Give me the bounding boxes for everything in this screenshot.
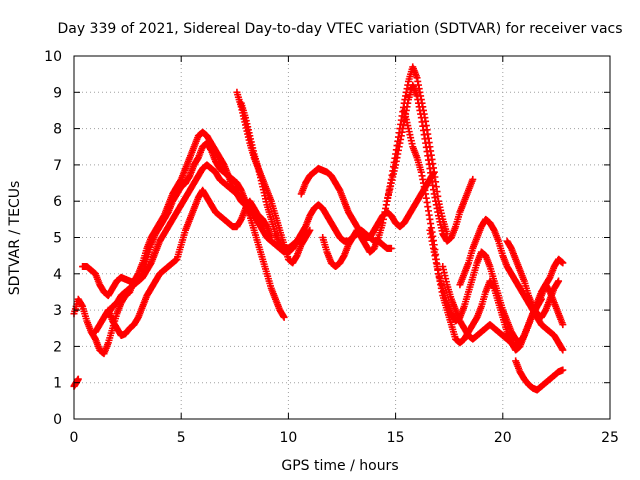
series-track-16 [512, 357, 567, 394]
y-tick-label: 4 [53, 267, 62, 283]
series-track-5 [104, 161, 258, 318]
y-tick-label: 1 [53, 376, 62, 392]
series-track-7 [237, 99, 310, 252]
y-tick-label: 6 [53, 194, 62, 210]
series-track-10 [383, 81, 477, 245]
data-point-marker [306, 226, 314, 234]
x-tick-label: 15 [387, 430, 405, 446]
data-markers [70, 63, 567, 394]
y-tick-label: 10 [44, 49, 62, 65]
data-point-marker [250, 204, 258, 212]
data-point-marker [559, 321, 567, 329]
x-tick-label: 5 [177, 430, 186, 446]
series-track-11 [400, 106, 545, 354]
data-point-marker [555, 277, 563, 285]
x-tick-label: 25 [601, 430, 619, 446]
y-tick-label: 2 [53, 339, 62, 355]
y-tick-label: 5 [53, 231, 62, 247]
data-point-marker [302, 230, 310, 238]
plot-frame [73, 55, 611, 420]
axis-ticks: 0 5 10 15 20 25 0 1 2 3 4 5 6 7 8 9 10 [44, 49, 619, 446]
y-tick-label: 3 [53, 303, 62, 319]
data-point-marker [559, 346, 567, 354]
x-tick-label: 0 [70, 430, 79, 446]
series-track-1 [70, 375, 82, 390]
data-point-marker [559, 366, 567, 374]
y-tick-label: 9 [53, 85, 62, 101]
data-point-marker [559, 259, 567, 267]
x-tick-label: 10 [279, 430, 297, 446]
data-point-marker [387, 244, 395, 252]
data-point-marker [74, 375, 82, 383]
data-point-marker [469, 175, 477, 183]
series-track-15 [503, 237, 563, 321]
y-axis-label: SDTVAR / TECUs [7, 181, 23, 296]
series-track-4 [91, 186, 275, 340]
x-tick-label: 20 [494, 430, 512, 446]
y-tick-label: 7 [53, 158, 62, 174]
series-track-8 [297, 165, 438, 241]
x-axis-label: GPS time / hours [281, 458, 398, 474]
y-tick-label: 0 [53, 412, 62, 428]
chart-title: Day 339 of 2021, Sidereal Day-to-day VTE… [57, 21, 622, 37]
data-point-marker [280, 313, 288, 321]
y-tick-label: 8 [53, 122, 62, 138]
series-track-3 [79, 139, 395, 300]
